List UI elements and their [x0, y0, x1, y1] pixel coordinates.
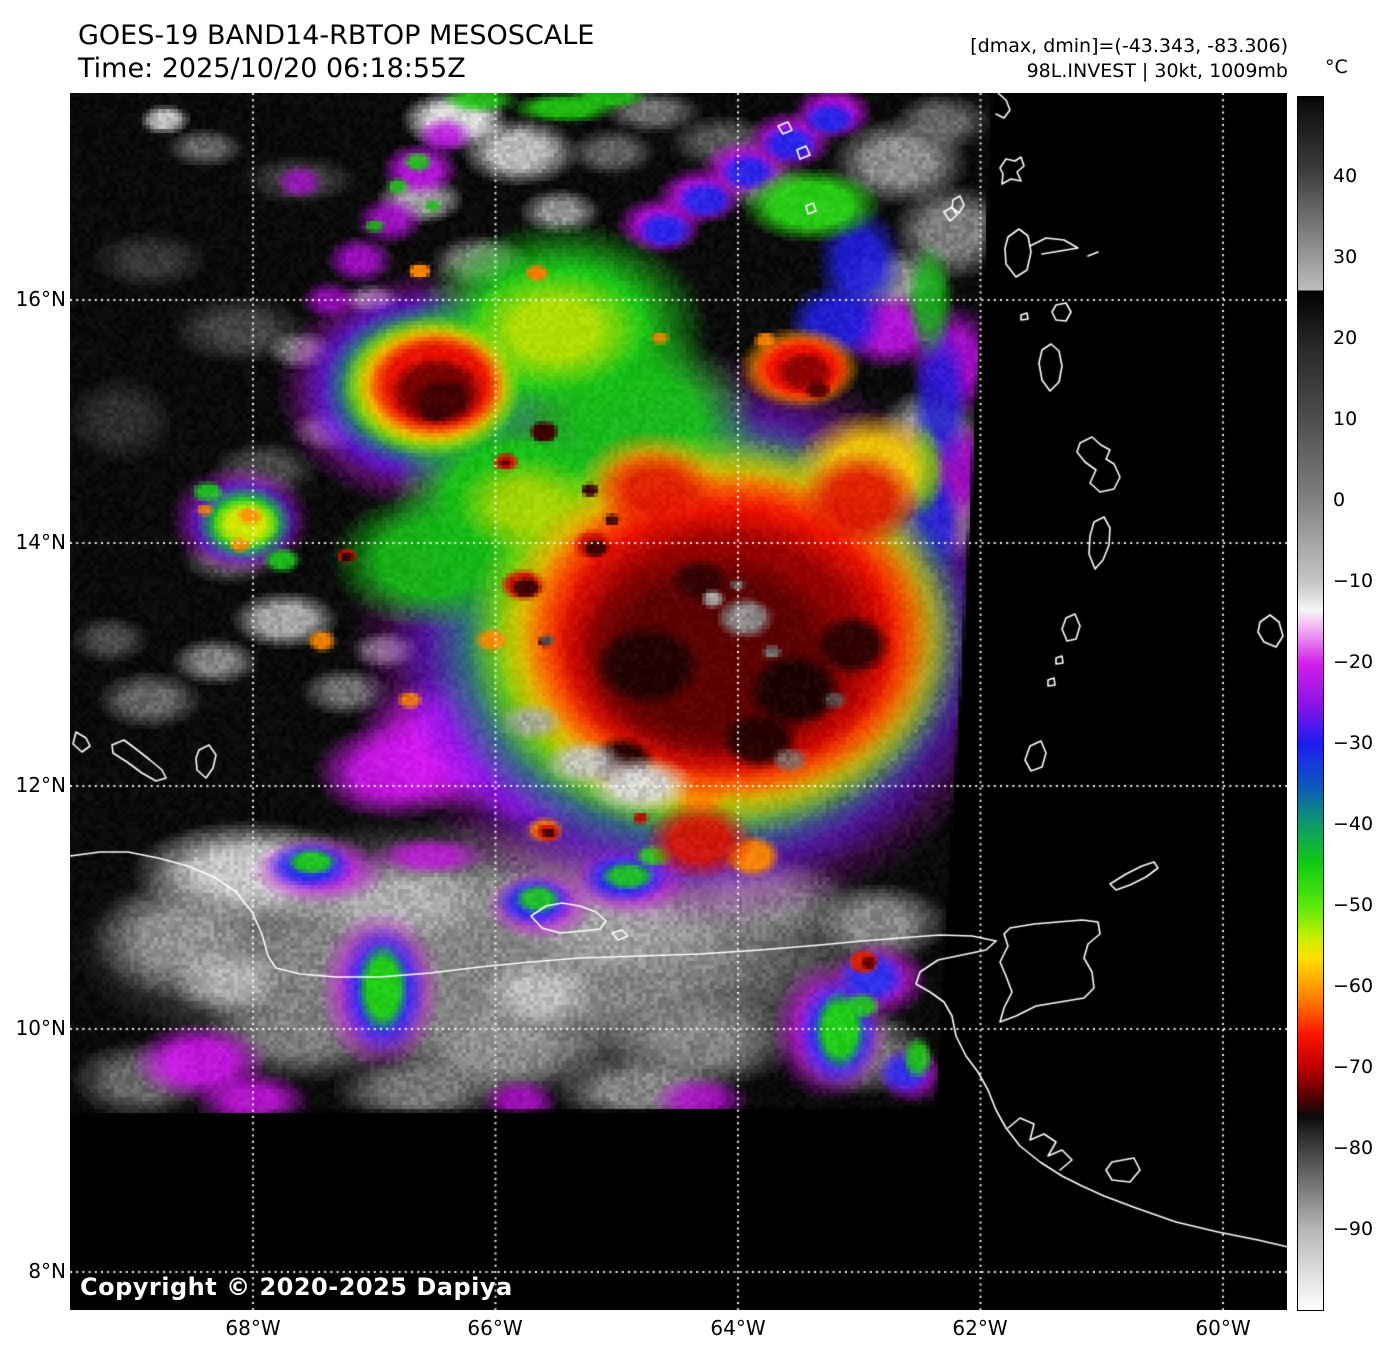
colorbar-tick-label: −90	[1333, 1218, 1374, 1240]
lat-label: 16°N	[15, 287, 66, 311]
colorbar-tick-label: 30	[1333, 246, 1358, 268]
lat-label: 8°N	[28, 1259, 66, 1283]
lon-label: 64°W	[710, 1316, 766, 1340]
lon-label: 60°W	[1195, 1316, 1251, 1340]
colorbar-tick-label: −60	[1333, 975, 1374, 997]
dmax-dmin-readout: [dmax, dmin]=(-43.343, -83.306)	[970, 35, 1288, 57]
colorbar-tick-label: 20	[1333, 327, 1358, 349]
page-title: GOES-19 BAND14-RBTOP MESOSCALE	[78, 20, 595, 51]
colorbar-tick-label: −10	[1333, 570, 1374, 592]
satellite-map-panel: Copyright © 2020-2025 Dapiya	[70, 93, 1287, 1310]
colorbar-tick-label: −40	[1333, 813, 1374, 835]
colorbar-tick-label: 40	[1333, 165, 1358, 187]
lat-label: 12°N	[15, 773, 66, 797]
storm-info-label: 98L.INVEST | 30kt, 1009mb	[1026, 60, 1288, 82]
colorbar-tick-label: −80	[1333, 1137, 1374, 1159]
satellite-image-canvas	[70, 93, 1287, 1310]
lon-label: 68°W	[225, 1316, 281, 1340]
colorbar-tick-label: 0	[1333, 489, 1346, 511]
lat-label: 14°N	[15, 530, 66, 554]
lat-label: 10°N	[15, 1016, 66, 1040]
colorbar-tick-label: −70	[1333, 1056, 1374, 1078]
colorbar-unit-label: °C	[1325, 56, 1348, 78]
copyright-watermark: Copyright © 2020-2025 Dapiya	[80, 1273, 513, 1301]
colorbar-tick-label: −50	[1333, 894, 1374, 916]
colorbar-tick-label: −20	[1333, 651, 1374, 673]
colorbar-tick-label: 10	[1333, 408, 1358, 430]
lon-label: 66°W	[467, 1316, 523, 1340]
timestamp-label: Time: 2025/10/20 06:18:55Z	[78, 53, 466, 84]
colorbar-tick-label: −30	[1333, 732, 1374, 754]
lon-label: 62°W	[952, 1316, 1008, 1340]
temperature-colorbar	[1297, 96, 1324, 1311]
